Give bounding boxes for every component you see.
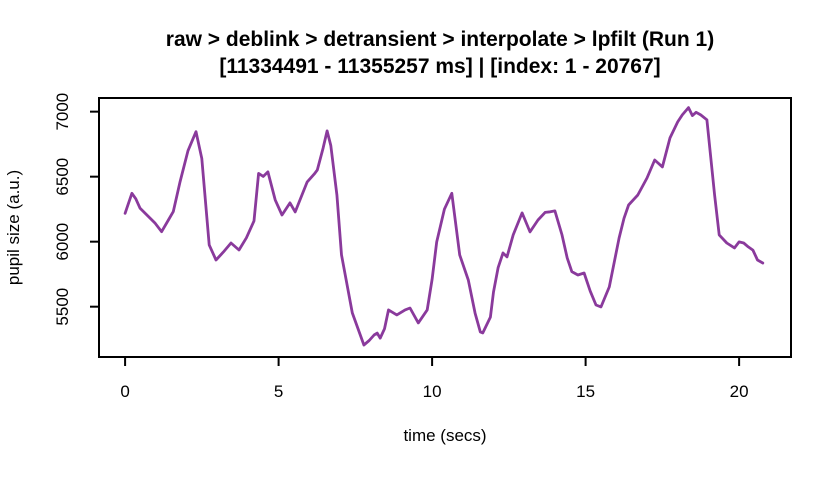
x-tick-label: 20 xyxy=(730,382,749,401)
y-axis-ticks: 5500 6000 6500 7000 xyxy=(53,93,99,326)
x-tick-label: 0 xyxy=(120,382,129,401)
x-axis-ticks: 0 5 10 15 20 xyxy=(120,357,749,401)
x-tick-label: 5 xyxy=(274,382,283,401)
plot-title: raw > deblink > detransient > interpolat… xyxy=(166,28,714,51)
plot-box xyxy=(98,97,792,358)
pupil-trace-line xyxy=(123,106,765,347)
y-tick-label: 7000 xyxy=(53,93,72,131)
x-tick-label: 10 xyxy=(423,382,442,401)
y-tick-label: 5500 xyxy=(53,288,72,326)
y-tick-label: 6000 xyxy=(53,223,72,261)
plot-subtitle: [11334491 - 11355257 ms] | [index: 1 - 2… xyxy=(219,55,660,78)
x-tick-label: 15 xyxy=(576,382,595,401)
x-axis-label: time (secs) xyxy=(403,426,486,445)
y-tick-label: 6500 xyxy=(53,158,72,196)
y-axis-label: pupil size (a.u.) xyxy=(4,170,23,285)
